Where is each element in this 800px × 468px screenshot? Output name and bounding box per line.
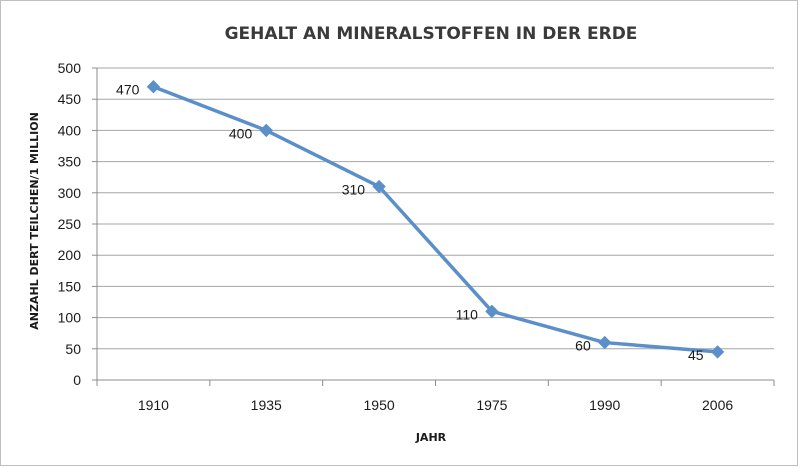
y-tick-label: 250 — [58, 216, 82, 232]
y-tick-label: 0 — [73, 372, 81, 388]
data-label: 110 — [456, 306, 479, 322]
y-tick-label: 300 — [58, 185, 82, 201]
data-label: 45 — [688, 347, 704, 363]
data-point — [372, 179, 386, 194]
data-labels: 470 400 310 110 60 45 — [116, 82, 704, 363]
gridlines — [97, 67, 774, 350]
y-axis-title: ANZAHL DERT TEILCHEN/1 MILLION — [28, 112, 41, 330]
x-tick-label: 1990 — [589, 397, 620, 413]
y-tick-label: 450 — [58, 91, 82, 107]
data-label: 60 — [575, 338, 591, 354]
y-tick-label: 350 — [58, 154, 82, 170]
chart-title: GEHALT AN MINERALSTOFFEN IN DER ERDE — [225, 24, 638, 44]
y-tick-label: 50 — [65, 341, 81, 357]
series-line — [151, 84, 720, 354]
x-tick-label: 2006 — [702, 397, 733, 413]
y-tick-label: 500 — [58, 60, 82, 76]
x-tick-label: 1975 — [476, 397, 507, 413]
data-point — [710, 345, 725, 359]
data-point — [598, 335, 612, 350]
data-point — [146, 80, 161, 94]
y-tick-labels: 0 50 100 150 200 250 300 350 400 450 500 — [58, 60, 82, 388]
data-label: 310 — [342, 182, 366, 198]
data-label: 470 — [116, 82, 140, 98]
data-label: 400 — [229, 125, 253, 141]
series-layer — [146, 80, 725, 359]
data-point — [485, 304, 499, 319]
x-axis-title: JAHR — [415, 431, 447, 444]
y-tick-label: 100 — [58, 310, 82, 326]
axes — [92, 67, 775, 386]
y-tick-label: 200 — [58, 247, 82, 263]
data-point — [259, 123, 273, 138]
x-tick-label: 1910 — [138, 397, 169, 413]
x-tick-label: 1950 — [364, 397, 395, 413]
x-tick-label: 1935 — [251, 397, 282, 413]
y-tick-label: 400 — [58, 122, 82, 138]
x-tick-labels: 1910 1935 1950 1975 1990 2006 — [138, 397, 734, 413]
y-tick-label: 150 — [58, 278, 82, 294]
